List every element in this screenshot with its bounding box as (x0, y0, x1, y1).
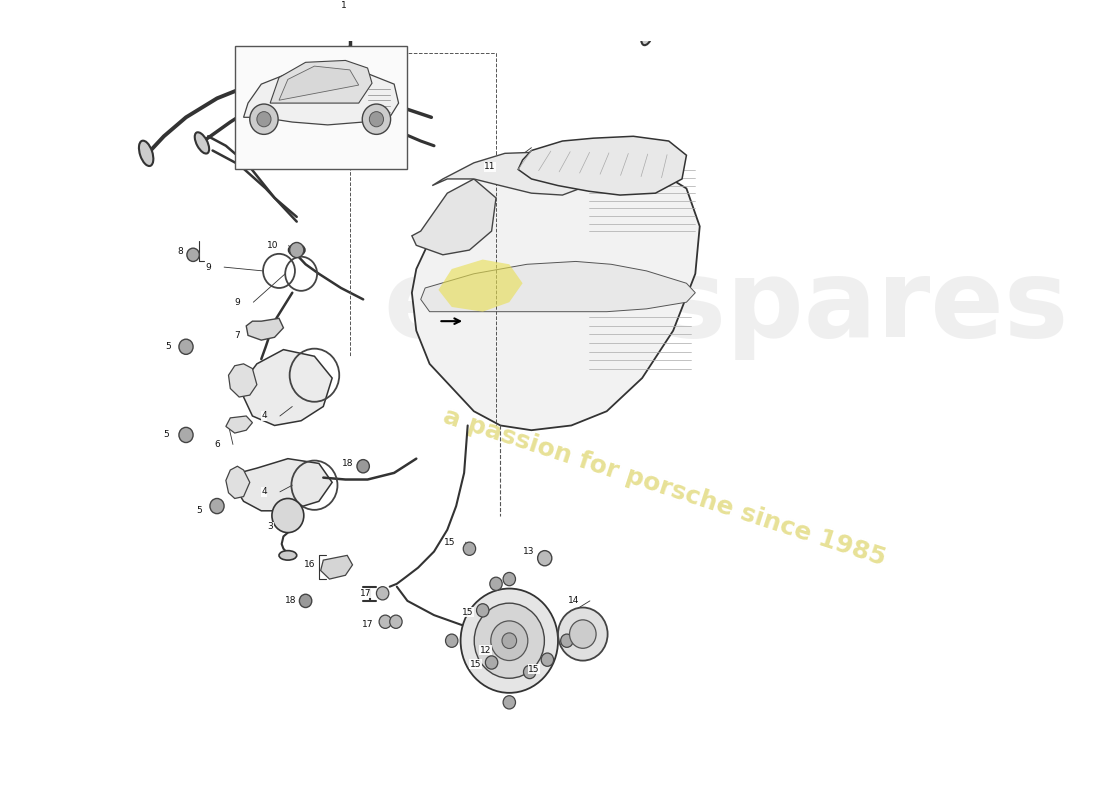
Circle shape (490, 577, 503, 590)
Text: 15: 15 (444, 538, 455, 546)
Circle shape (362, 104, 390, 134)
Circle shape (179, 339, 194, 354)
Polygon shape (518, 136, 686, 195)
Circle shape (476, 604, 488, 617)
Polygon shape (226, 466, 250, 498)
Polygon shape (439, 259, 522, 312)
Text: 18: 18 (342, 459, 354, 468)
Ellipse shape (279, 550, 297, 560)
Text: 5: 5 (164, 430, 169, 439)
Circle shape (299, 594, 311, 607)
Circle shape (461, 589, 558, 693)
Polygon shape (226, 416, 252, 433)
Text: 3: 3 (267, 522, 273, 531)
Polygon shape (229, 364, 257, 397)
Circle shape (561, 634, 573, 647)
Circle shape (272, 498, 304, 533)
Polygon shape (271, 61, 372, 103)
Polygon shape (411, 179, 496, 254)
Polygon shape (320, 555, 352, 579)
Ellipse shape (195, 132, 209, 154)
Circle shape (358, 460, 370, 473)
Text: eurospares: eurospares (384, 254, 1069, 360)
Text: 12: 12 (480, 646, 491, 654)
Text: 6: 6 (214, 440, 220, 449)
Polygon shape (246, 318, 284, 340)
Circle shape (538, 550, 552, 566)
Circle shape (187, 248, 199, 262)
Circle shape (179, 427, 194, 442)
Circle shape (210, 498, 224, 514)
Text: 4: 4 (261, 487, 267, 496)
Text: 7: 7 (234, 331, 240, 340)
Circle shape (502, 633, 517, 649)
Polygon shape (243, 68, 398, 125)
Ellipse shape (289, 244, 305, 256)
Text: 17: 17 (360, 589, 372, 598)
Polygon shape (432, 152, 584, 195)
FancyBboxPatch shape (234, 46, 407, 170)
Text: 17: 17 (362, 620, 373, 629)
Circle shape (503, 696, 516, 709)
Ellipse shape (641, 22, 653, 45)
Text: 11: 11 (484, 162, 496, 171)
Text: 14: 14 (569, 596, 580, 606)
Text: a passion for porsche since 1985: a passion for porsche since 1985 (440, 404, 889, 570)
Text: 9: 9 (234, 298, 240, 306)
Text: 15: 15 (470, 660, 482, 669)
Text: 5: 5 (197, 506, 202, 515)
Circle shape (503, 573, 516, 586)
Polygon shape (243, 350, 332, 426)
Text: 10: 10 (267, 241, 278, 250)
Text: 15: 15 (462, 608, 473, 617)
Text: 15: 15 (528, 665, 540, 674)
Circle shape (570, 620, 596, 648)
Circle shape (474, 603, 544, 678)
Circle shape (289, 242, 304, 258)
Circle shape (541, 653, 553, 666)
Circle shape (558, 607, 607, 661)
Circle shape (389, 615, 403, 628)
Circle shape (250, 104, 278, 134)
Circle shape (376, 586, 388, 600)
Circle shape (491, 621, 528, 661)
Polygon shape (411, 150, 700, 430)
Polygon shape (420, 262, 695, 312)
Text: 18: 18 (285, 596, 296, 606)
Ellipse shape (139, 141, 153, 166)
Circle shape (446, 634, 458, 647)
Circle shape (379, 615, 392, 628)
Text: 5: 5 (165, 342, 172, 351)
Circle shape (257, 112, 271, 126)
Text: 9: 9 (206, 262, 211, 272)
Circle shape (524, 666, 536, 678)
Circle shape (463, 542, 475, 555)
Text: 13: 13 (522, 547, 535, 556)
Circle shape (370, 112, 384, 126)
Polygon shape (279, 66, 359, 100)
Text: 16: 16 (305, 560, 316, 570)
Text: 8: 8 (178, 247, 184, 257)
Text: 1: 1 (341, 1, 346, 10)
Polygon shape (234, 458, 332, 511)
Circle shape (485, 656, 498, 669)
Text: 4: 4 (261, 411, 267, 421)
